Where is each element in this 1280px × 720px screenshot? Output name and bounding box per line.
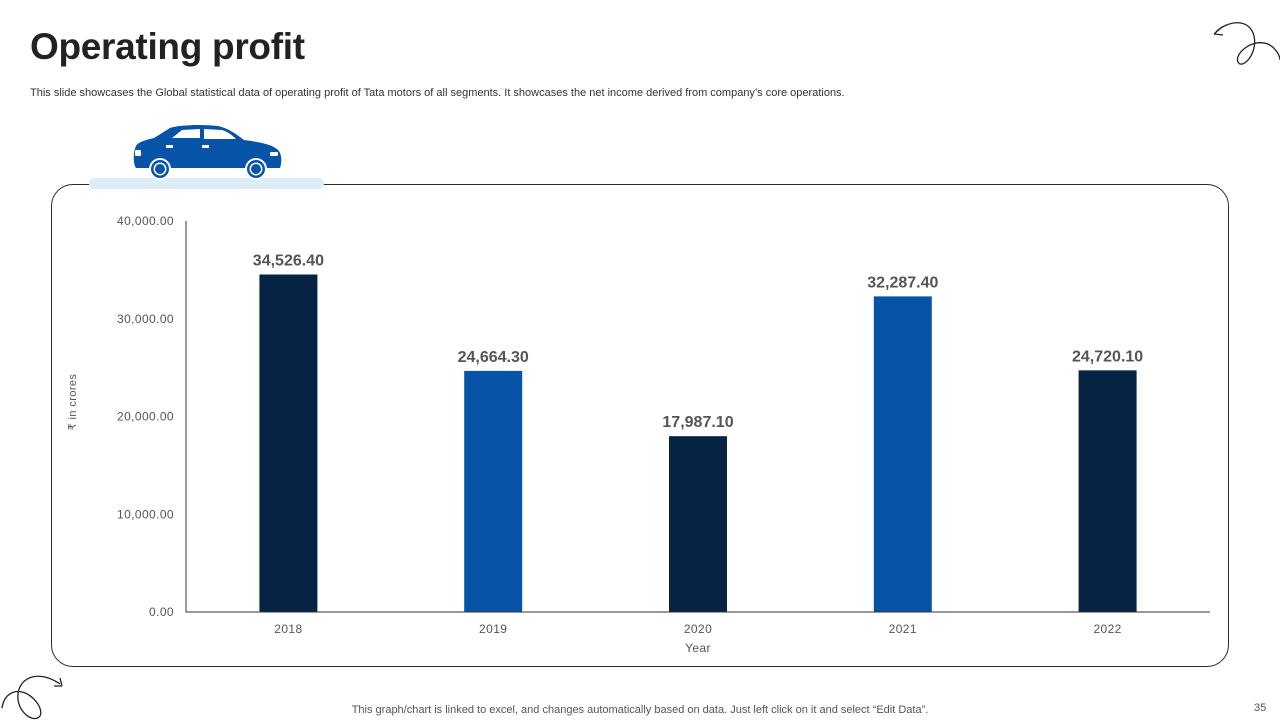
y-tick-label: 10,000.00 <box>117 507 174 521</box>
x-tick-label: 2022 <box>1093 622 1121 636</box>
data-label-2022: 24,720.10 <box>1072 348 1143 365</box>
bar-2021[interactable] <box>873 296 932 612</box>
data-label-2020: 17,987.10 <box>662 414 733 431</box>
slide-title: Operating profit <box>30 26 305 67</box>
bar-2020[interactable] <box>669 436 727 612</box>
swirl-arrow-icon <box>1 675 63 720</box>
slide-subtitle: This slide showcases the Global statisti… <box>30 87 845 99</box>
car-icon <box>133 124 282 180</box>
y-tick-label: 40,000.00 <box>117 214 174 228</box>
x-tick-label: 2019 <box>479 622 507 636</box>
car-base-bar <box>89 178 324 189</box>
footnote: This graph/chart is linked to excel, and… <box>351 704 929 716</box>
y-axis-label: ₹ in crores <box>67 374 79 431</box>
data-label-2021: 32,287.40 <box>867 274 938 291</box>
bar-2022[interactable] <box>1078 370 1137 612</box>
y-tick-label: 20,000.00 <box>117 410 174 424</box>
x-tick-label: 2020 <box>684 622 712 636</box>
data-label-2019: 24,664.30 <box>458 349 529 366</box>
x-tick-label: 2021 <box>889 622 917 636</box>
bar-2019[interactable] <box>464 370 523 612</box>
x-tick-label: 2018 <box>274 622 302 636</box>
x-axis-label: Year <box>685 641 711 655</box>
y-tick-label: 0.00 <box>149 605 174 619</box>
y-tick-label: 30,000.00 <box>117 312 174 326</box>
page-number: 35 <box>1254 702 1267 714</box>
swirl-arrow-icon <box>1213 22 1280 65</box>
chart-frame <box>51 184 1229 667</box>
data-label-2018: 34,526.40 <box>253 253 324 270</box>
bar-2018[interactable] <box>259 274 318 612</box>
